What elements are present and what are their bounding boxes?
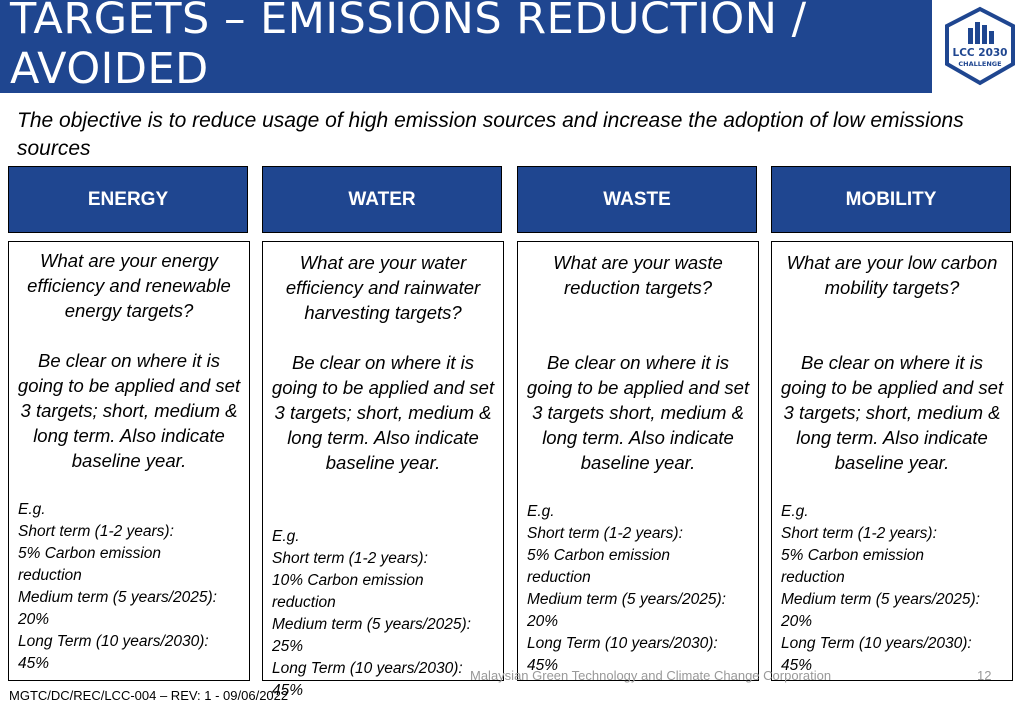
water-question: What are your water efficiency and rainw…	[285, 252, 481, 323]
water-eg-label: E.g.	[272, 528, 300, 545]
energy-short-value-2: reduction	[18, 567, 82, 584]
footer-doc-ref: MGTC/DC/REC/LCC-004 – REV: 1 - 09/06/202…	[9, 688, 289, 703]
waste-long-value: 45%	[527, 657, 559, 674]
water-medium-value: 25%	[272, 638, 304, 655]
mobility-medium-label: Medium term (5 years/2025):	[781, 591, 980, 608]
mobility-long-label: Long Term (10 years/2030):	[781, 635, 972, 652]
energy-medium-label: Medium term (5 years/2025):	[18, 589, 217, 606]
card-mobility: What are your low carbon mobility target…	[771, 241, 1013, 681]
energy-long-value: 45%	[18, 655, 50, 672]
energy-long-label: Long Term (10 years/2030):	[18, 633, 209, 650]
water-short-value: 10% Carbon emission	[272, 572, 424, 589]
title-bar: TARGETS – EMISSIONS REDUCTION / AVOIDED	[0, 0, 932, 93]
mobility-long-value: 45%	[781, 657, 813, 674]
waste-short-value: 5% Carbon emission	[527, 547, 671, 564]
waste-instruction: Be clear on where it is going to be appl…	[526, 352, 750, 473]
water-long-label: Long Term (10 years/2030):	[272, 660, 463, 677]
energy-example: E.g. Short term (1-2 years): 5% Carbon e…	[18, 499, 245, 675]
mobility-example: E.g. Short term (1-2 years): 5% Carbon e…	[781, 501, 1008, 677]
water-instruction: Be clear on where it is going to be appl…	[271, 352, 495, 473]
logo-text-2: CHALLENGE	[958, 60, 1001, 68]
header-mobility: MOBILITY	[771, 166, 1011, 233]
waste-example: E.g. Short term (1-2 years): 5% Carbon e…	[527, 501, 754, 677]
waste-question: What are your waste reduction targets?	[553, 252, 723, 298]
mobility-short-value-2: reduction	[781, 569, 845, 586]
energy-instruction: Be clear on where it is going to be appl…	[17, 350, 241, 471]
waste-medium-label: Medium term (5 years/2025):	[527, 591, 726, 608]
lcc-2030-challenge-logo: LCC 2030 CHALLENGE	[945, 6, 1015, 86]
card-water: What are your water efficiency and rainw…	[262, 241, 504, 699]
water-long-value: 45%	[272, 682, 304, 699]
energy-medium-value: 20%	[18, 611, 50, 628]
logo-text-1: LCC 2030	[953, 47, 1008, 59]
objective-statement: The objective is to reduce usage of high…	[17, 109, 964, 160]
mobility-instruction: Be clear on where it is going to be appl…	[780, 352, 1004, 473]
water-short-label: Short term (1-2 years):	[272, 550, 428, 567]
water-example: E.g. Short term (1-2 years): 10% Carbon …	[272, 526, 499, 702]
slide-title: TARGETS – EMISSIONS REDUCTION / AVOIDED	[10, 0, 807, 93]
mobility-short-label: Short term (1-2 years):	[781, 525, 937, 542]
mobility-medium-value: 20%	[781, 613, 813, 630]
water-medium-label: Medium term (5 years/2025):	[272, 616, 471, 633]
waste-eg-label: E.g.	[527, 503, 555, 520]
waste-medium-value: 20%	[527, 613, 559, 630]
mobility-eg-label: E.g.	[781, 503, 809, 520]
mobility-question: What are your low carbon mobility target…	[786, 252, 998, 298]
waste-long-label: Long Term (10 years/2030):	[527, 635, 718, 652]
header-energy: ENERGY	[8, 166, 248, 233]
energy-short-value: 5% Carbon emission	[18, 545, 162, 562]
energy-short-label: Short term (1-2 years):	[18, 523, 174, 540]
mobility-short-value: 5% Carbon emission	[781, 547, 925, 564]
page-number: 12	[977, 668, 992, 683]
waste-short-value-2: reduction	[527, 569, 591, 586]
footer-organization: Malaysian Green Technology and Climate C…	[470, 668, 832, 683]
energy-eg-label: E.g.	[18, 501, 46, 518]
waste-short-label: Short term (1-2 years):	[527, 525, 683, 542]
header-water: WATER	[262, 166, 502, 233]
energy-question: What are your energy efficiency and rene…	[27, 250, 231, 321]
card-waste: What are your waste reduction targets? B…	[517, 241, 759, 681]
header-waste: WASTE	[517, 166, 757, 233]
card-energy: What are your energy efficiency and rene…	[8, 241, 250, 681]
water-short-value-2: reduction	[272, 594, 336, 611]
